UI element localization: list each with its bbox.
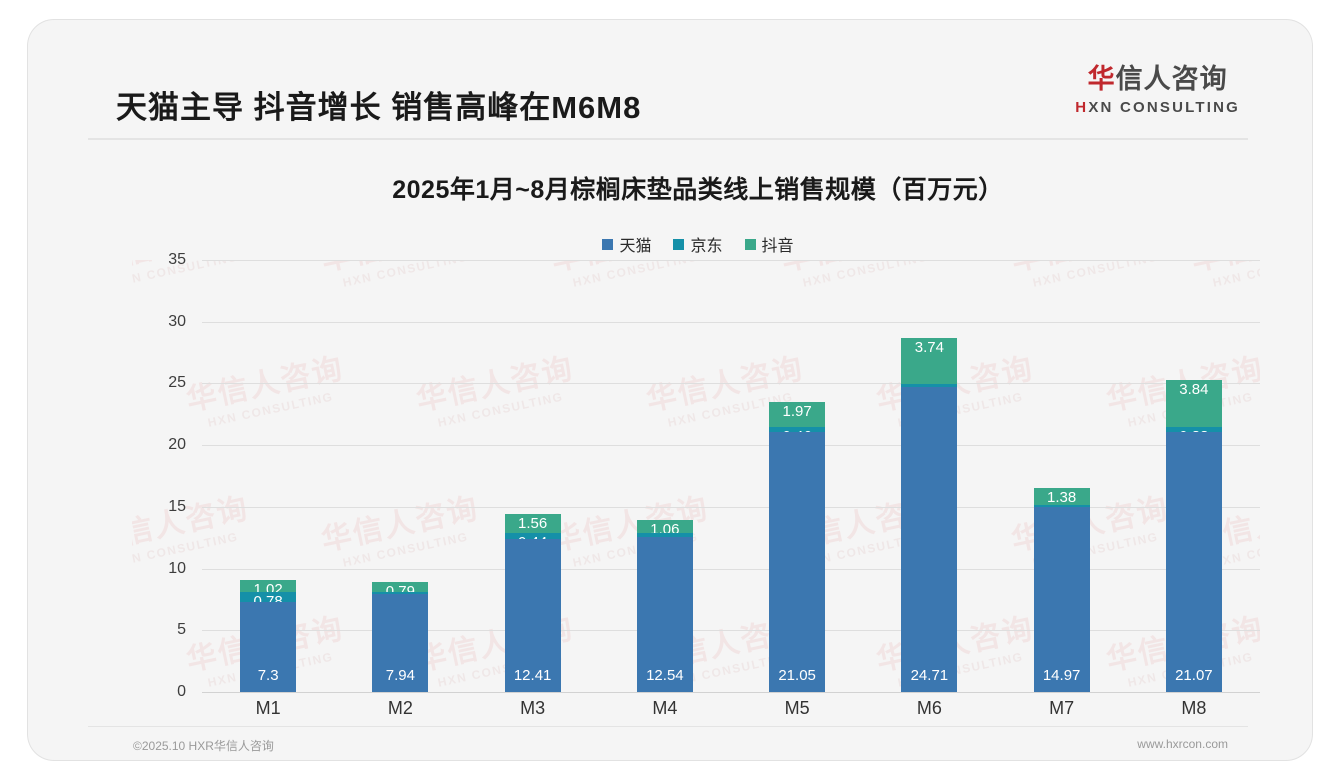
bar-segment-抖音[interactable]: 3.84 <box>1165 379 1222 428</box>
legend-label: 京东 <box>690 238 723 255</box>
x-axis-labels: M1 M2 M3 M4 M5 M6 M7 M8 <box>202 698 1260 719</box>
bar-value-label: 1.97 <box>782 403 812 421</box>
logo-english-rest: XN CONSULTING <box>1088 99 1240 116</box>
footer-copyright: ©2025.10 HXR华信人咨询 <box>133 739 274 753</box>
bar-column-M7[interactable]: 1.380.2214.97 <box>1033 260 1090 692</box>
bar-value-label: 12.41 <box>513 667 552 684</box>
y-axis-labels: 0 5 10 15 20 25 30 35 <box>132 251 194 700</box>
legend-item-抖音[interactable]: 抖音 <box>744 232 794 256</box>
bar-segment-抖音[interactable]: 1.38 <box>1033 487 1090 506</box>
bar-value-label: 7.94 <box>385 667 415 684</box>
bar-segment-抖音[interactable]: 1.06 <box>636 520 693 538</box>
x-tick-label-M4: M4 <box>652 698 678 718</box>
bar-column-M4[interactable]: 1.060.3312.54 <box>636 260 693 692</box>
x-tick-label-M2: M2 <box>387 698 413 718</box>
legend-swatch-icon <box>744 238 756 250</box>
y-tick-label: 0 <box>177 683 186 700</box>
chart-legend: 天猫 京东 抖音 <box>28 232 1312 256</box>
bar-value-label: 3.84 <box>1179 380 1209 398</box>
x-tick-label-M7: M7 <box>1049 698 1075 718</box>
chart-title: 2025年1月~8月棕榈床垫品类线上销售规模（百万元） <box>392 176 1004 204</box>
y-tick-label: 35 <box>168 251 186 268</box>
bar-column-M1[interactable]: 1.020.78 7.3 <box>240 260 297 692</box>
bar-value-label: 21.05 <box>778 667 816 684</box>
x-tick-label-M6: M6 <box>916 698 942 718</box>
y-tick-label: 25 <box>168 374 186 392</box>
bar-column-M8[interactable]: 3.840.3821.07 <box>1165 260 1222 692</box>
gridline <box>202 260 1260 261</box>
logo-english: HXN CONSULTING <box>1075 100 1240 115</box>
bar-segment-天猫[interactable]: 24.71 <box>901 387 958 692</box>
gridline <box>202 445 1260 447</box>
brand-logo: 华信人咨询 HXN CONSULTING <box>1075 66 1240 116</box>
gridlines <box>202 260 1260 693</box>
y-tick-label: 5 <box>177 621 186 639</box>
bar-segment-天猫[interactable]: 7.3 <box>240 601 297 692</box>
legend-item-天猫[interactable]: 天猫 <box>602 232 651 256</box>
headline: 天猫主导 抖音增长 销售高峰在M6M8 <box>116 90 642 125</box>
y-tick-label: 30 <box>168 312 186 330</box>
bar-series-container: 1.020.78 7.3 0.790.187.94 1.560.4412.41 1.06… <box>202 260 1260 692</box>
logo-chinese-gray: 信人咨询 <box>1115 64 1228 94</box>
bar-value-label: 1.38 <box>1047 488 1077 506</box>
gridline <box>202 383 1260 385</box>
bar-column-M3[interactable]: 1.560.4412.41 <box>504 260 561 692</box>
bar-segment-天猫[interactable]: 21.05 <box>769 432 826 692</box>
bar-segment-抖音[interactable]: 3.74 <box>901 337 958 385</box>
legend-swatch-icon <box>602 238 614 250</box>
bar-segment-天猫[interactable]: 21.07 <box>1165 431 1222 692</box>
bar-column-M6[interactable]: 3.740.2424.71 <box>901 260 958 692</box>
slide-header: 天猫主导 抖音增长 销售高峰在M6M8 华信人咨询 HXN CONSULTING <box>88 60 1248 140</box>
bar-value-label: 3.74 <box>914 338 944 356</box>
bar-segment-抖音[interactable]: 1.97 <box>769 402 826 427</box>
bar-segment-京东[interactable]: 0.78 <box>240 592 297 610</box>
y-tick-label: 10 <box>168 559 186 577</box>
gridline <box>202 568 1260 570</box>
legend-item-京东[interactable]: 京东 <box>673 232 723 256</box>
y-tick-label: 15 <box>168 497 186 515</box>
logo-chinese-red: 华 <box>1087 64 1116 94</box>
bar-segment-天猫[interactable]: 14.97 <box>1033 507 1090 692</box>
bar-column-M2[interactable]: 0.790.187.94 <box>372 260 429 692</box>
gridline <box>202 692 1260 693</box>
bar-value-label: 24.71 <box>910 667 949 684</box>
legend-label: 抖音 <box>761 238 794 255</box>
logo-english-red: H <box>1075 99 1089 116</box>
bar-segment-天猫[interactable]: 12.41 <box>504 538 561 692</box>
legend-label: 天猫 <box>619 238 652 255</box>
gridline <box>202 630 1260 632</box>
x-tick-label-M1: M1 <box>255 698 281 718</box>
bar-value-label: 14.97 <box>1042 667 1081 684</box>
gridline <box>202 506 1260 508</box>
bar-value-label: 7.3 <box>257 667 279 684</box>
x-tick-label-M5: M5 <box>784 698 810 718</box>
bar-value-label: 12.54 <box>646 667 684 684</box>
bar-segment-抖音[interactable]: 0.79 <box>372 582 429 600</box>
logo-chinese: 华信人咨询 <box>1075 66 1240 93</box>
slide-footer: ©2025.10 HXR华信人咨询 www.hxrcon.com <box>88 726 1248 760</box>
footer-website: www.hxrcon.com <box>1137 737 1228 751</box>
gridline <box>202 321 1260 323</box>
legend-swatch-icon <box>673 238 685 250</box>
bar-segment-抖音[interactable]: 1.56 <box>504 514 561 534</box>
x-tick-label-M8: M8 <box>1181 698 1207 718</box>
y-tick-label: 20 <box>168 436 186 454</box>
bar-segment-天猫[interactable]: 7.94 <box>372 594 429 692</box>
bar-value-label: 21.07 <box>1175 667 1213 684</box>
bar-value-label: 1.56 <box>518 515 548 533</box>
bar-segment-抖音[interactable]: 1.02 <box>240 579 297 598</box>
slide-frame: 天猫主导 抖音增长 销售高峰在M6M8 华信人咨询 HXN CONSULTING… <box>28 20 1312 760</box>
bar-segment-天猫[interactable]: 12.54 <box>636 537 693 692</box>
bar-column-M5[interactable]: 1.970.4621.05 <box>769 260 826 692</box>
x-tick-label-M3: M3 <box>520 698 546 718</box>
